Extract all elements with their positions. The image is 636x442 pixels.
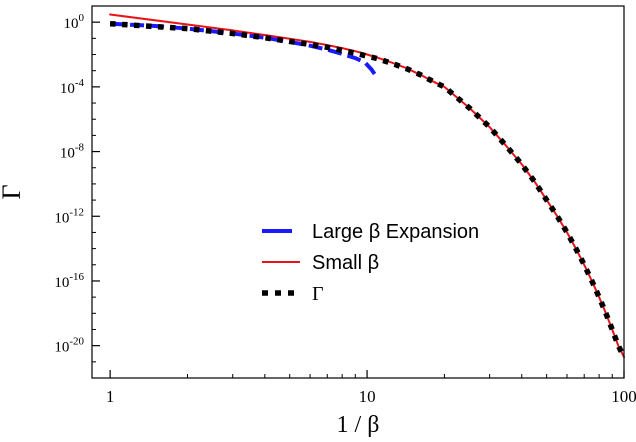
x-tick-label: 100 — [611, 387, 636, 406]
legend-label-2: Γ — [312, 283, 324, 305]
x-tick-label: 1 — [106, 387, 115, 406]
plot-frame — [91, 5, 625, 379]
y-tick-label: 10-20 — [54, 336, 84, 356]
plot-lines — [109, 13, 627, 359]
series-line-2 — [109, 20, 627, 359]
series-line-0 — [109, 21, 379, 79]
y-axis-label: Γ — [0, 184, 26, 199]
legend-label-1: Small β — [312, 252, 379, 274]
legend-label-0: Large β Expansion — [312, 221, 479, 243]
y-tick-label: 10-8 — [60, 142, 85, 162]
series-line-1 — [109, 13, 625, 358]
x-axis-label: 1 / β — [337, 412, 380, 438]
x-tick-label: 10 — [359, 387, 376, 406]
y-tick-label: 10-12 — [54, 206, 84, 226]
axis-ticks: 1 10 100 100 10-4 10-8 10-12 10-16 10-20 — [54, 12, 636, 406]
legend: Large β Expansion Small β Γ — [262, 221, 479, 305]
y-tick-label: 10-4 — [60, 77, 85, 97]
y-tick-label: 100 — [64, 12, 85, 32]
y-tick-label: 10-16 — [54, 271, 84, 291]
